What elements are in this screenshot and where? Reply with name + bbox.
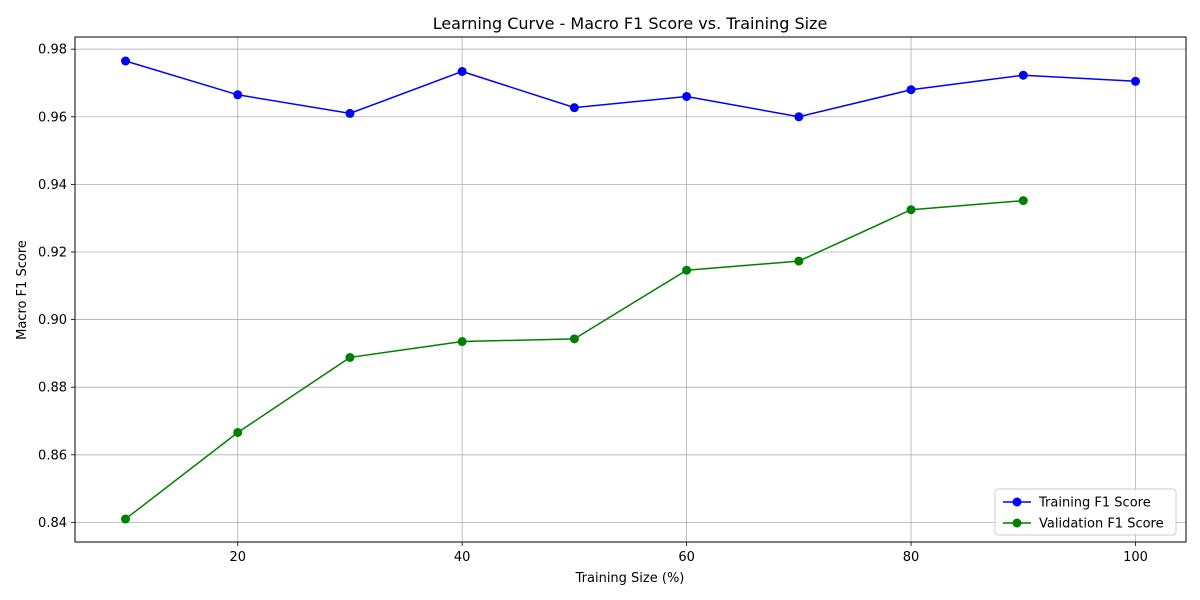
data-point (121, 514, 130, 524)
data-point (233, 90, 243, 100)
data-point (1018, 196, 1028, 206)
x-tick-label: 20 (229, 550, 246, 565)
data-point (457, 66, 467, 76)
y-tick-label: 0.88 (38, 381, 67, 396)
legend-label: Validation F1 Score (1039, 517, 1164, 532)
y-axis-label: Macro F1 Score (15, 240, 30, 340)
data-point (906, 205, 916, 215)
legend-label: Training F1 Score (1038, 496, 1151, 511)
series-layer (121, 56, 1140, 524)
data-point (682, 265, 692, 275)
legend-marker (1012, 518, 1022, 528)
chart-title: Learning Curve - Macro F1 Score vs. Trai… (433, 14, 828, 33)
y-tick-label: 0.86 (38, 448, 67, 463)
data-point (794, 256, 804, 266)
data-point (569, 103, 579, 113)
y-tick-label: 0.84 (38, 516, 67, 531)
legend-box (994, 488, 1177, 536)
data-point (906, 85, 916, 95)
plot-frame (74, 36, 1187, 543)
data-point (457, 337, 467, 347)
grid-lines (75, 37, 1186, 542)
y-tick-label: 0.94 (38, 178, 67, 193)
data-point (345, 352, 355, 362)
legend-marker (1012, 497, 1022, 507)
y-tick-label: 0.96 (38, 110, 67, 125)
data-point (345, 108, 355, 118)
x-tick-label: 40 (454, 550, 471, 565)
legend: Training F1 Score Validation F1 Score (994, 488, 1177, 536)
series-1 (121, 196, 1028, 524)
data-point (682, 91, 692, 101)
y-tick-label: 0.98 (38, 43, 67, 58)
data-point (569, 334, 579, 344)
x-tick-label: 80 (903, 550, 920, 565)
data-point (1131, 76, 1140, 86)
x-tick-label: 100 (1123, 550, 1148, 565)
series-line (125, 60, 1136, 118)
data-point (1018, 70, 1028, 80)
y-tick-label: 0.92 (38, 245, 67, 260)
axis-ticks: 20 40 60 80 100 0.84 0.86 0.88 0.90 0.92 0.94 0.96 0… (38, 43, 1148, 565)
series-0 (121, 56, 1140, 122)
x-tick-label: 60 (678, 550, 695, 565)
y-tick-label: 0.90 (38, 313, 67, 328)
data-point (794, 112, 804, 122)
data-point (121, 56, 130, 66)
x-axis-label: Training Size (%) (575, 571, 685, 586)
data-point (233, 427, 243, 437)
